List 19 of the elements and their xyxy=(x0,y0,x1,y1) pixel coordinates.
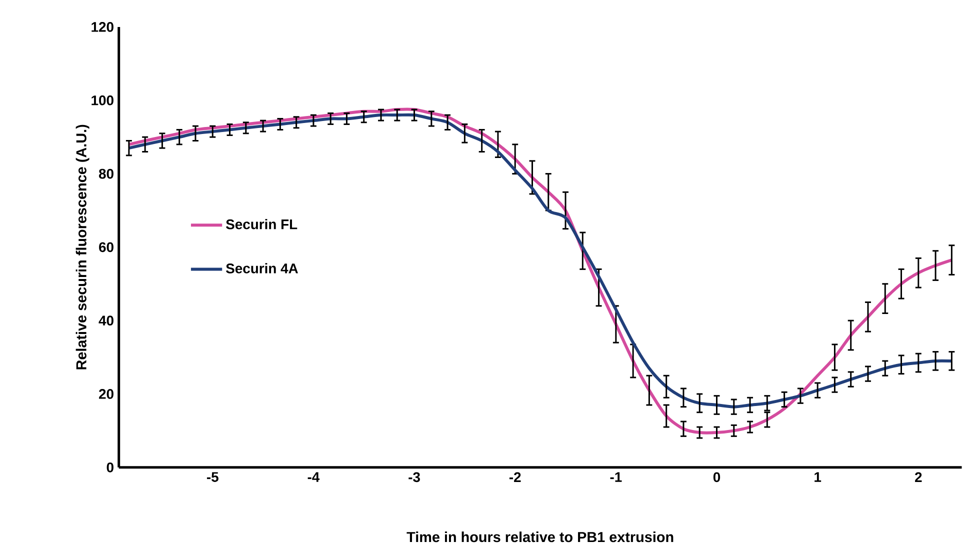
y-axis-title: Relative securin fluorescence (A.U.) xyxy=(76,124,90,370)
x-tick-label: -1 xyxy=(610,472,622,482)
x-tick-label: 2 xyxy=(915,472,922,482)
x-tick-label: -2 xyxy=(509,472,521,482)
legend-label: Securin 4A xyxy=(226,263,298,274)
y-tick-label: 80 xyxy=(98,168,114,179)
x-tick-label: 1 xyxy=(814,472,822,482)
y-tick-label: 0 xyxy=(106,462,114,472)
x-axis-title: Time in hours relative to PB1 extrusion xyxy=(406,531,674,542)
x-tick-label: -4 xyxy=(308,472,320,482)
y-tick-label: 60 xyxy=(99,242,114,252)
x-tick-label: -3 xyxy=(408,472,420,482)
legend-label: Securin FL xyxy=(226,218,298,230)
y-tick-label: 40 xyxy=(98,315,114,326)
y-tick-label: 100 xyxy=(92,95,114,106)
x-tick-label: 0 xyxy=(713,472,720,482)
y-tick-label: 20 xyxy=(99,388,114,399)
x-tick-label: -5 xyxy=(206,472,218,482)
y-tick-label: 120 xyxy=(92,22,114,32)
